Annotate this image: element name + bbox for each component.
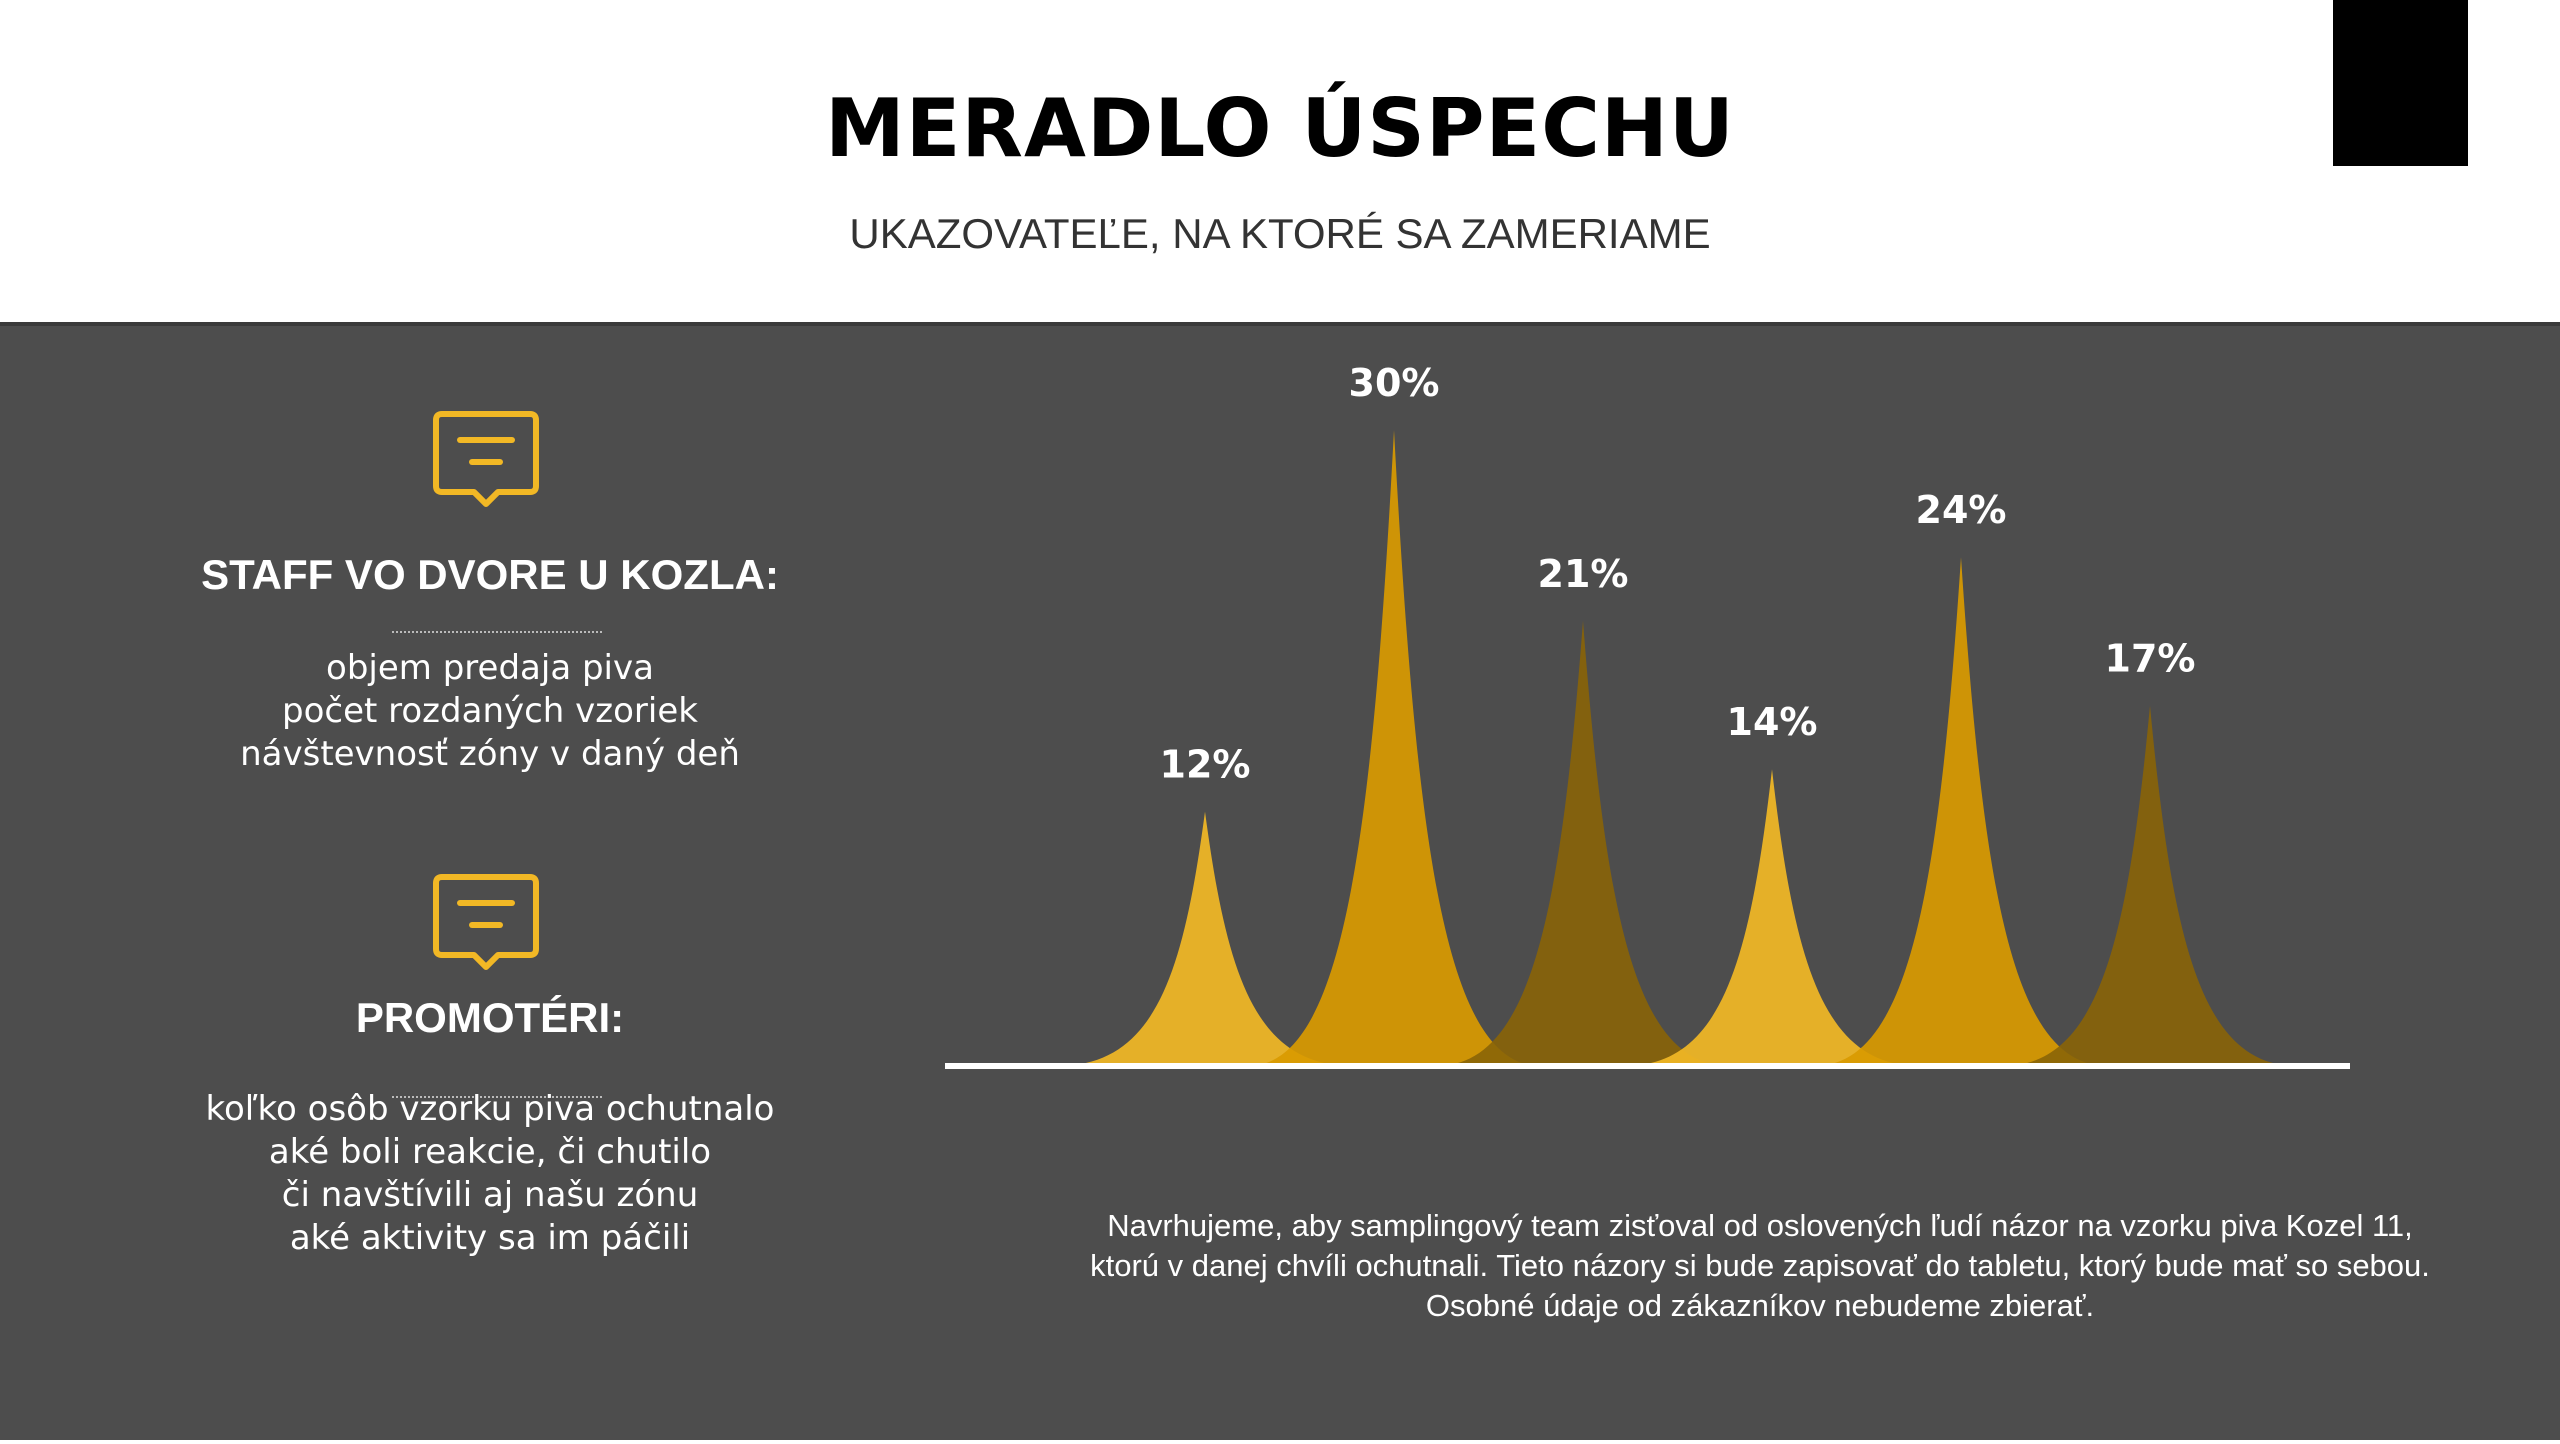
dotted-divider — [392, 1096, 602, 1098]
data-label: 30% — [1349, 361, 1440, 405]
data-label: 14% — [1727, 700, 1818, 744]
chart-peak — [2005, 705, 2295, 1066]
chart-peak — [1438, 620, 1728, 1066]
list-item: koľko osôb vzorku piva ochutnalo — [205, 1089, 775, 1129]
data-label: 21% — [1538, 552, 1629, 596]
corner-block — [2333, 0, 2468, 166]
proposal-line: Navrhujeme, aby samplingový team zisťova… — [1107, 1208, 2413, 1243]
chart-peak — [1060, 811, 1350, 1066]
list-item: objem predaja piva — [326, 648, 654, 688]
promoter-indicator-list: koľko osôb vzorku piva ochutnalo aké bol… — [0, 1088, 980, 1260]
indicators-panel: STAFF VO DVORE U KOZLA: objem predaja pi… — [0, 326, 980, 1444]
message-icon — [433, 874, 539, 970]
data-label: 17% — [2105, 637, 2196, 681]
list-item: počet rozdaných vzoriek — [282, 691, 698, 731]
list-item: aké aktivity sa im páčili — [289, 1218, 691, 1258]
chart-peak — [1627, 769, 1917, 1066]
proposal-line: Osobné údaje od zákazníkov nebudeme zbie… — [1425, 1288, 2095, 1323]
proposal-line: ktorú v danej chvíli ochutnali. Tieto ná… — [1090, 1248, 2430, 1283]
section-title-promoters: PROMOTÉRI: — [355, 994, 625, 1041]
peak-chart: 12% 30% 21% 14% 24% 17% — [945, 361, 2350, 1069]
message-icon — [433, 411, 539, 507]
chart-peak — [1249, 430, 1539, 1066]
staff-indicator-list: objem predaja piva počet rozdaných vzori… — [0, 647, 980, 776]
section-title-staff: STAFF VO DVORE U KOZLA: — [201, 551, 779, 598]
page-title: MERADLO ÚSPECHU — [825, 82, 1735, 175]
page-subtitle: UKAZOVATEĽE, NA KTORÉ SA ZAMERIAME — [849, 210, 1711, 257]
data-label: 12% — [1160, 743, 1251, 787]
data-label: 24% — [1916, 488, 2007, 532]
list-item: či navštívili aj našu zónu — [281, 1175, 699, 1215]
main-panel: STAFF VO DVORE U KOZLA: objem predaja pi… — [0, 322, 2560, 1440]
proposal-text: Navrhujeme, aby samplingový team zisťova… — [920, 1206, 2560, 1326]
header: MERADLO ÚSPECHU UKAZOVATEĽE, NA KTORÉ SA… — [0, 0, 2560, 322]
chart-peak — [1816, 557, 2106, 1066]
list-item: aké boli reakcie, či chutilo — [268, 1132, 712, 1172]
dotted-divider — [392, 631, 602, 633]
list-item: návštevnosť zóny v daný deň — [240, 734, 740, 774]
